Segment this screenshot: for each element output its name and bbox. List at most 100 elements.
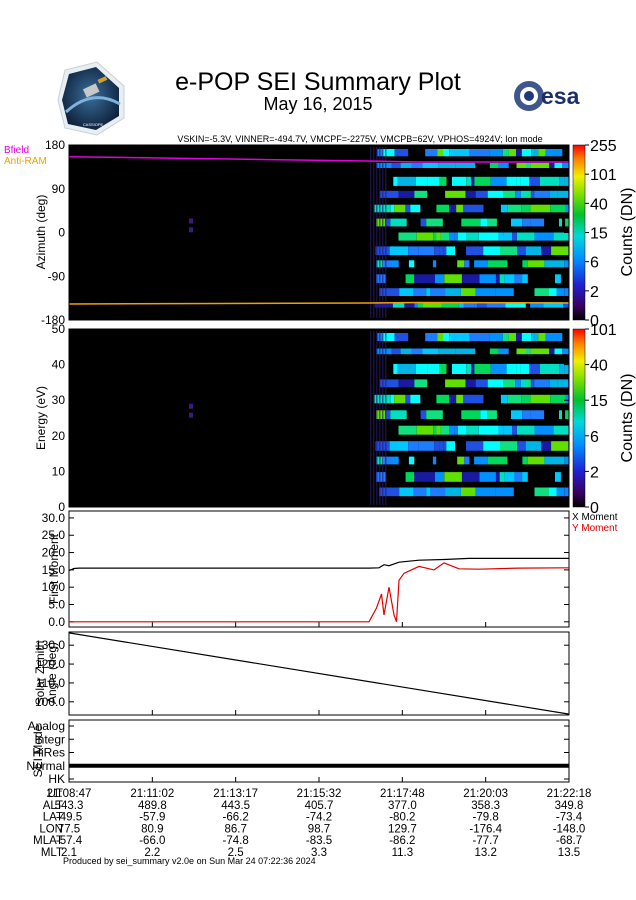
heatmap-cell bbox=[486, 302, 506, 308]
heatmap-cell bbox=[463, 302, 475, 308]
heatmap-cell bbox=[512, 425, 517, 435]
y-tick-label: 15.0 bbox=[42, 563, 66, 577]
heatmap-cell bbox=[418, 441, 435, 451]
heatmap-cell bbox=[545, 149, 563, 157]
heatmap-cell bbox=[376, 274, 386, 284]
heatmap-cell bbox=[449, 425, 455, 435]
mode-category-label: Analog bbox=[28, 719, 65, 733]
heatmap-cell bbox=[449, 204, 457, 213]
info-cell: 405.7 bbox=[305, 800, 334, 812]
heatmap-cell bbox=[437, 149, 443, 157]
info-cell: 86.7 bbox=[224, 823, 246, 835]
plot-date: May 16, 2015 bbox=[263, 94, 373, 114]
heatmap-cell bbox=[422, 162, 439, 168]
heatmap-cell bbox=[498, 425, 504, 435]
heatmap-cell bbox=[531, 333, 539, 342]
heatmap-cell bbox=[390, 410, 407, 419]
y-tick-label: 30.0 bbox=[42, 511, 66, 525]
info-cell: 2.5 bbox=[228, 847, 244, 859]
heatmap-cell bbox=[503, 232, 512, 241]
heatmap-cell bbox=[496, 472, 500, 482]
info-cell: 13.5 bbox=[558, 847, 580, 859]
heatmap-cell bbox=[443, 333, 450, 342]
heatmap-cell bbox=[525, 441, 542, 451]
heatmap-cell bbox=[538, 149, 546, 157]
heatmap-cell bbox=[487, 379, 504, 388]
heatmap-cell bbox=[516, 162, 526, 168]
heatmap-cell bbox=[563, 302, 569, 308]
heatmap-cell bbox=[557, 190, 568, 198]
heatmap-stripe bbox=[382, 331, 384, 505]
heatmap-cell bbox=[511, 218, 523, 227]
heatmap-cell bbox=[409, 302, 415, 308]
heatmap-cell bbox=[526, 348, 531, 355]
heatmap-cell bbox=[545, 333, 563, 342]
heatmap-cell bbox=[420, 218, 427, 227]
heatmap-cell bbox=[551, 441, 569, 451]
heatmap-cell bbox=[531, 149, 539, 157]
heatmap-cell bbox=[565, 410, 569, 419]
heatmap-cell bbox=[437, 333, 443, 342]
heatmap-cell bbox=[393, 176, 398, 186]
heatmap-cell bbox=[379, 190, 399, 198]
heatmap-cell bbox=[534, 425, 554, 435]
heatmap-cell bbox=[500, 204, 508, 213]
heatmap-cell bbox=[479, 274, 496, 284]
mode-frame bbox=[68, 719, 570, 783]
heatmap-cell bbox=[559, 410, 562, 419]
heatmap-cell bbox=[430, 487, 446, 497]
heatmap-cell bbox=[559, 218, 562, 227]
heatmap-cell bbox=[525, 246, 542, 256]
heatmap-cell bbox=[408, 441, 419, 451]
heatmap-cell bbox=[530, 379, 535, 388]
heatmap-cell bbox=[480, 218, 488, 227]
y-tick-label: 0 bbox=[58, 500, 65, 514]
heatmap-cell bbox=[520, 190, 528, 198]
heatmap-cell bbox=[549, 288, 557, 296]
y-tick-label: 50 bbox=[52, 322, 66, 336]
heatmap-cell bbox=[452, 363, 467, 374]
heatmap-cell bbox=[556, 487, 565, 497]
y-tick-label: 40 bbox=[52, 358, 66, 372]
heatmap-cell bbox=[529, 176, 540, 186]
heatmap-cell bbox=[474, 363, 491, 374]
heatmap-cell bbox=[449, 394, 457, 404]
colorbar-tick-label: 101 bbox=[590, 322, 617, 339]
heatmap-cell bbox=[505, 302, 526, 308]
heatmap-cell bbox=[516, 425, 535, 435]
heatmap-cell bbox=[457, 456, 465, 465]
info-cell: 80.9 bbox=[141, 823, 163, 835]
info-row-label: LAT bbox=[43, 812, 63, 824]
heatmap-cell bbox=[449, 149, 470, 157]
heatmap-cell bbox=[499, 274, 505, 284]
heatmap-cell bbox=[504, 274, 515, 284]
heatmap-cell bbox=[438, 162, 456, 168]
heatmap-cell bbox=[487, 456, 508, 465]
heatmap-cell bbox=[408, 456, 415, 465]
heatmap-cell bbox=[527, 379, 531, 388]
heatmap-stripe bbox=[382, 147, 384, 318]
y-tick-label: 130.0 bbox=[35, 638, 65, 652]
heatmap-cell bbox=[530, 162, 550, 168]
heatmap-cell bbox=[393, 363, 398, 374]
bfield-label: Bfield bbox=[4, 145, 30, 156]
info-cell: 21:15:32 bbox=[297, 788, 342, 800]
heatmap-cell bbox=[490, 363, 507, 374]
heatmap-cell bbox=[534, 379, 550, 388]
y-tick-label: 20.0 bbox=[42, 546, 66, 560]
heatmap-cell bbox=[530, 190, 535, 198]
heatmap-cell bbox=[464, 260, 470, 268]
heatmap-cell bbox=[487, 410, 497, 419]
heatmap-cell bbox=[517, 441, 526, 451]
heatmap-cell bbox=[530, 394, 551, 404]
heatmap-cell bbox=[422, 302, 442, 308]
heatmap-cell bbox=[466, 246, 484, 256]
heatmap-cell bbox=[445, 190, 466, 198]
heatmap-cell bbox=[475, 190, 488, 198]
heatmap-cell bbox=[522, 410, 531, 419]
heatmap-cell bbox=[554, 348, 563, 355]
heatmap-cell bbox=[516, 363, 521, 374]
heatmap-cell bbox=[397, 176, 416, 186]
heatmap-cell bbox=[553, 232, 569, 241]
